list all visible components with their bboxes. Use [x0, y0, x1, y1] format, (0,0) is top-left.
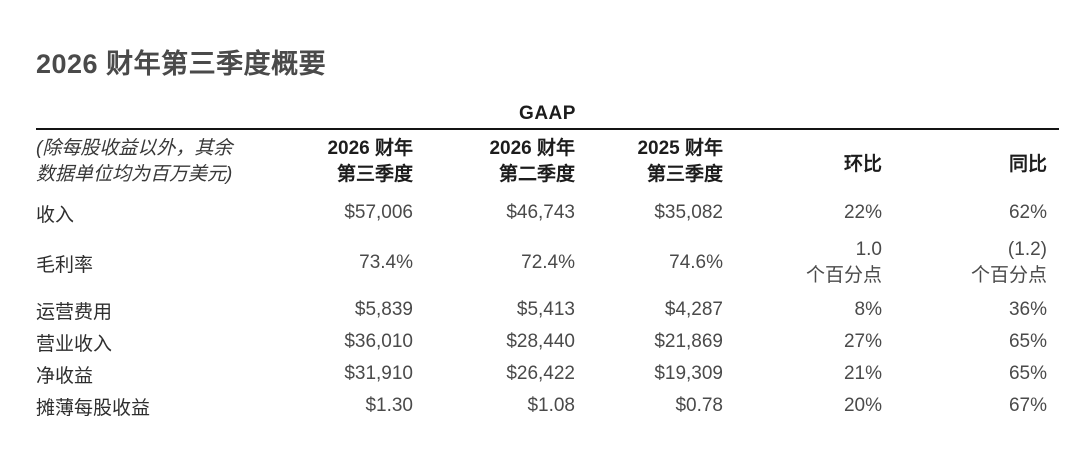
cell-line: $19,309	[654, 363, 723, 385]
cell-line: 22%	[843, 202, 882, 224]
cell-value: 22%	[735, 194, 894, 232]
col-header-q2-fy2026: 2026 财年 第二季度	[425, 129, 587, 194]
cell-value: $26,422	[425, 358, 587, 390]
gaap-section-label: GAAP	[519, 103, 576, 124]
cell-value: $4,287	[587, 294, 735, 326]
cell-value: $36,010	[290, 326, 425, 358]
cell-line: 个百分点	[805, 265, 882, 286]
cell-value: 62%	[894, 194, 1059, 232]
cell-value: 21%	[735, 358, 894, 390]
quarterly-summary-table: (除每股收益以外，其余 数据单位均为百万美元) 2026 财年 第三季度 202…	[36, 128, 1059, 422]
cell-line: 1.0	[855, 239, 882, 261]
table-unit-note-line2: 数据单位均为百万美元)	[36, 164, 233, 185]
table-header-row: (除每股收益以外，其余 数据单位均为百万美元) 2026 财年 第三季度 202…	[36, 129, 1059, 194]
cell-value: $0.78	[587, 390, 735, 422]
col-header-line: 2025 财年	[637, 138, 723, 160]
table-unit-note-line1: (除每股收益以外，其余	[36, 138, 233, 160]
cell-line: (1.2)	[1007, 239, 1047, 261]
col-header-line: 第三季度	[336, 164, 413, 185]
cell-value: $31,910	[290, 358, 425, 390]
cell-value: $1.08	[425, 390, 587, 422]
cell-value: $35,082	[587, 194, 735, 232]
cell-line: $5,839	[354, 299, 413, 321]
cell-line: 27%	[843, 331, 882, 353]
cell-line: $28,440	[506, 331, 575, 353]
cell-value: 74.6%	[587, 232, 735, 294]
cell-line: $5,413	[516, 299, 575, 321]
cell-value: 67%	[894, 390, 1059, 422]
cell-value: $21,869	[587, 326, 735, 358]
cell-value: (1.2) 个百分点	[894, 232, 1059, 294]
col-header-line: 第二季度	[498, 164, 575, 185]
cell-line: 74.6%	[669, 252, 723, 274]
cell-line: $21,869	[654, 331, 723, 353]
cell-value: $19,309	[587, 358, 735, 390]
cell-line: $1.08	[527, 395, 575, 417]
col-header-line: 2026 财年	[489, 138, 575, 160]
cell-line: $31,910	[344, 363, 413, 385]
cell-line: 65%	[1008, 363, 1047, 385]
table-row-operating-income: 营业收入 $36,010 $28,440 $21,869 27% 65%	[36, 326, 1059, 358]
row-label: 营业收入	[36, 333, 113, 355]
col-header-q3-fy2026: 2026 财年 第三季度	[290, 129, 425, 194]
cell-value: 20%	[735, 390, 894, 422]
row-label: 运营费用	[36, 301, 113, 323]
cell-value: 73.4%	[290, 232, 425, 294]
cell-value: $28,440	[425, 326, 587, 358]
row-label: 净收益	[36, 365, 94, 387]
col-header-line: 第三季度	[646, 164, 723, 185]
cell-line: 73.4%	[359, 252, 413, 274]
cell-line: 62%	[1008, 202, 1047, 224]
page-title: 2026 财年第三季度概要	[36, 49, 327, 79]
cell-line: 20%	[843, 395, 882, 417]
col-header-qoq: 环比	[843, 153, 882, 175]
row-label: 收入	[36, 204, 75, 226]
cell-value: 36%	[894, 294, 1059, 326]
col-header-q3-fy2025: 2025 财年 第三季度	[587, 129, 735, 194]
cell-value: $57,006	[290, 194, 425, 232]
cell-line: $1.30	[365, 395, 413, 417]
table-unit-note: (除每股收益以外，其余 数据单位均为百万美元)	[36, 129, 290, 194]
cell-line: 36%	[1008, 299, 1047, 321]
table-row-revenue: 收入 $57,006 $46,743 $35,082 22% 62%	[36, 194, 1059, 232]
col-header-line: 2026 财年	[327, 138, 413, 160]
cell-line: $36,010	[344, 331, 413, 353]
cell-value: $5,413	[425, 294, 587, 326]
cell-line: $57,006	[344, 202, 413, 224]
cell-line: 65%	[1008, 331, 1047, 353]
cell-value: 72.4%	[425, 232, 587, 294]
cell-value: $5,839	[290, 294, 425, 326]
cell-line: 67%	[1008, 395, 1047, 417]
col-header-yoy: 同比	[1008, 153, 1047, 175]
cell-line: 72.4%	[521, 252, 575, 274]
cell-line: $46,743	[506, 202, 575, 224]
cell-line: 21%	[843, 363, 882, 385]
table-row-operating-expenses: 运营费用 $5,839 $5,413 $4,287 8% 36%	[36, 294, 1059, 326]
cell-line: $35,082	[654, 202, 723, 224]
table-row-net-income: 净收益 $31,910 $26,422 $19,309 21% 65%	[36, 358, 1059, 390]
cell-value: 65%	[894, 326, 1059, 358]
cell-value: 65%	[894, 358, 1059, 390]
cell-line: $4,287	[664, 299, 723, 321]
table-row-diluted-eps: 摊薄每股收益 $1.30 $1.08 $0.78 20% 67%	[36, 390, 1059, 422]
financial-summary-table: GAAP (除每股收益以外，其余 数据单位均为百万美元) 2026 财年 第三季…	[36, 103, 1059, 422]
row-label: 摊薄每股收益	[36, 397, 151, 419]
cell-line: $26,422	[506, 363, 575, 385]
cell-line: 8%	[854, 299, 882, 321]
cell-value: 27%	[735, 326, 894, 358]
cell-line: $0.78	[675, 395, 723, 417]
cell-value: 1.0 个百分点	[735, 232, 894, 294]
table-row-gross-margin: 毛利率 73.4% 72.4% 74.6% 1.0 个百分点 (1.2) 个百分…	[36, 232, 1059, 294]
cell-value: $46,743	[425, 194, 587, 232]
cell-value: 8%	[735, 294, 894, 326]
row-label: 毛利率	[36, 254, 94, 276]
cell-line: 个百分点	[970, 265, 1047, 286]
cell-value: $1.30	[290, 390, 425, 422]
